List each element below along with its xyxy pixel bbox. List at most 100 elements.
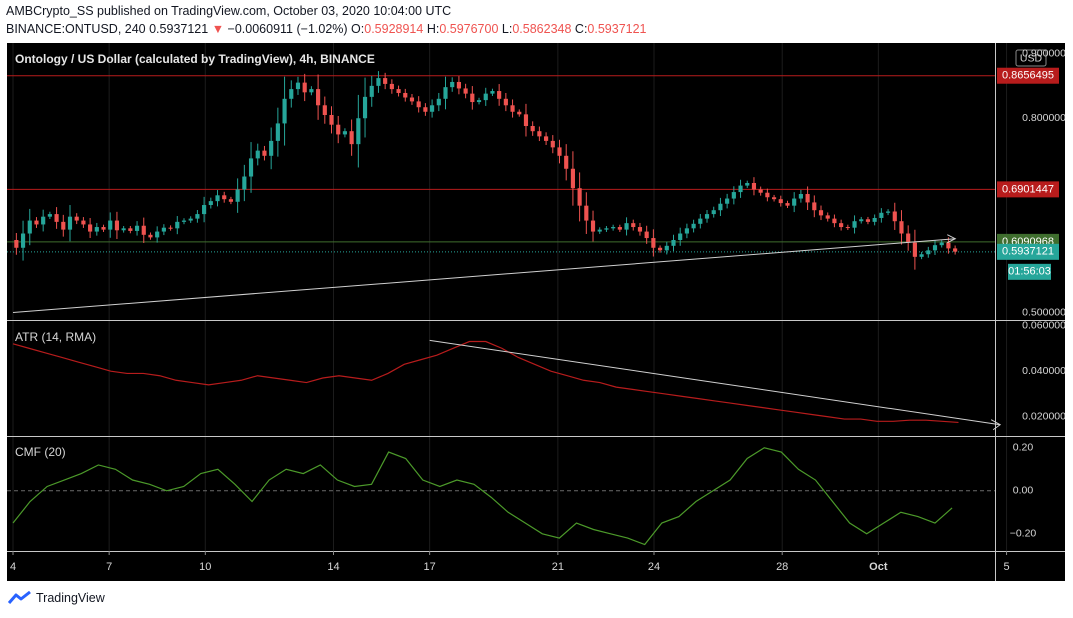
candle-body [852, 221, 857, 228]
atr-title: ATR (14, RMA) [15, 330, 96, 344]
last-price-label: 0.5937121 [1002, 246, 1054, 258]
candle-body [751, 183, 757, 190]
candle-body [20, 233, 26, 248]
x-tick-label: 5 [1003, 561, 1009, 573]
candle-body [423, 107, 428, 112]
candle-body [228, 199, 234, 202]
x-tick-label: 17 [424, 561, 436, 573]
cmf-y-tick: 0.20 [1013, 442, 1034, 454]
high-value: 0.5976700 [439, 22, 499, 36]
candle-body [463, 88, 468, 94]
candle-body [108, 220, 113, 230]
candle-body [718, 203, 723, 211]
candle-body [932, 245, 938, 251]
candle-body [832, 218, 837, 224]
candle-body [738, 185, 743, 193]
candle-body [523, 114, 529, 127]
candle-body [295, 82, 301, 90]
candle-body [262, 150, 267, 156]
candle-body [74, 216, 79, 221]
chart-area[interactable]: Ontology / US Dollar (calculated by Trad… [7, 43, 1072, 581]
candle-body [14, 239, 19, 248]
candle-body [470, 93, 475, 103]
candle-body [684, 228, 689, 234]
candle-body [329, 115, 334, 125]
atr-trendline-arrow-icon [990, 419, 1002, 431]
candle-body [67, 216, 73, 230]
candle-body [476, 100, 482, 103]
change-down-icon: ▼ [211, 22, 225, 36]
candle-body [792, 198, 797, 206]
cmf-line [12, 447, 953, 546]
countdown-box [1008, 263, 1051, 280]
candle-body [456, 81, 461, 89]
candle-body [544, 136, 549, 141]
candle-body [564, 155, 569, 169]
open-label: O: [351, 22, 365, 36]
candle-body [798, 194, 803, 199]
price-label: 0.6901447 [1002, 183, 1054, 195]
candle-body [805, 194, 810, 203]
open-value: 0.5928914 [364, 22, 424, 36]
chart-svg[interactable]: Ontology / US Dollar (calculated by Trad… [7, 43, 1072, 581]
candle-body [631, 223, 636, 228]
candle-body [845, 227, 850, 229]
candle-body [309, 89, 314, 93]
candle-body [678, 233, 683, 240]
candle-body [758, 189, 763, 193]
candle-body [336, 124, 341, 135]
candle-body [248, 158, 254, 177]
candle-body [94, 227, 99, 232]
candle-body [671, 239, 676, 246]
candle-body [255, 150, 260, 159]
candle-body [865, 219, 871, 222]
candle-body [651, 238, 656, 248]
close-label: C: [574, 22, 588, 36]
candle-body [644, 231, 649, 239]
candle-body [376, 78, 381, 86]
candle-body [597, 229, 602, 232]
candle-body [839, 223, 844, 228]
candle-body [879, 212, 884, 218]
low-value: 0.5862348 [512, 22, 572, 36]
candle-body [416, 101, 421, 108]
candle-body [436, 98, 441, 106]
candle-body [362, 96, 368, 119]
low-label: L: [501, 22, 513, 36]
candle-body [590, 220, 596, 232]
candle-body [356, 118, 361, 145]
candle-body [537, 131, 542, 137]
tradingview-brand: TradingView [36, 591, 105, 605]
candle-body [892, 211, 897, 222]
candle-body [483, 93, 488, 101]
candle-body [885, 211, 891, 213]
price-label-box [997, 181, 1059, 198]
close-value: 0.5937121 [587, 22, 647, 36]
price-label-box [997, 67, 1059, 84]
candle-body [517, 111, 522, 115]
tradingview-footer[interactable]: TradingView [8, 591, 105, 605]
symbol-prefix: BINANCE:ONTUSD, 240 [6, 22, 146, 36]
candle-body [557, 147, 562, 156]
currency-badge [1015, 49, 1047, 67]
bar-countdown: 01:56:03 [1008, 266, 1051, 278]
candle-body [658, 247, 663, 251]
candle-body [34, 220, 39, 225]
candle-body [54, 214, 59, 222]
candle-body [926, 250, 931, 255]
atr-y-tick: 0.0200000 [1022, 411, 1065, 423]
candle-body [939, 242, 944, 246]
candle-body [624, 223, 629, 230]
candle-body [490, 91, 495, 94]
last-price: 0.5937121 [149, 22, 209, 36]
x-tick-label: 21 [552, 561, 564, 573]
candle-body [745, 183, 750, 186]
atr-line [12, 340, 959, 424]
high-label: H: [426, 22, 440, 36]
publish-info: AMBCrypto_SS published on TradingView.co… [6, 4, 452, 18]
candle-body [128, 228, 133, 231]
candle-body [765, 192, 770, 198]
candle-body [570, 168, 575, 189]
